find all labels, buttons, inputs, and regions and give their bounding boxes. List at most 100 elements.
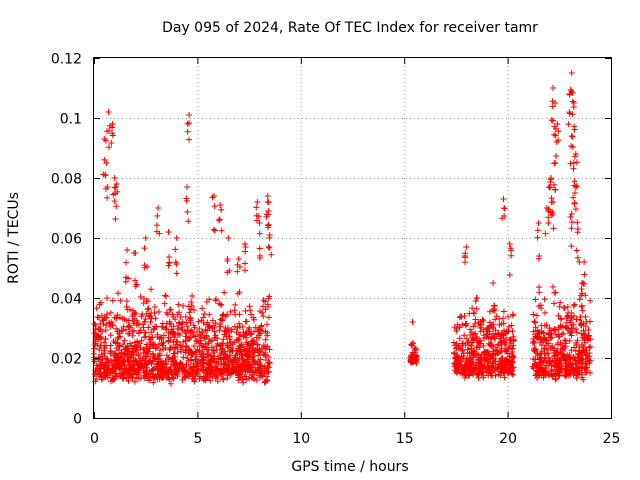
data-point: [166, 376, 173, 383]
data-point: [210, 226, 217, 233]
data-point: [154, 212, 161, 219]
data-point: [488, 323, 495, 330]
data-point: [148, 310, 155, 317]
data-point: [236, 324, 243, 331]
data-point: [184, 327, 191, 334]
data-point: [137, 344, 144, 351]
data-point: [553, 349, 560, 356]
data-point: [264, 377, 271, 384]
data-point: [452, 355, 459, 362]
data-point: [109, 124, 116, 131]
data-point: [543, 350, 550, 357]
data-point: [532, 348, 539, 355]
data-point: [231, 323, 238, 330]
data-point: [181, 328, 188, 335]
data-point: [102, 342, 109, 349]
data-point: [98, 312, 105, 319]
data-point: [568, 347, 575, 354]
data-point: [255, 352, 262, 359]
data-point: [571, 153, 578, 160]
data-point: [490, 330, 497, 337]
data-point: [184, 323, 191, 330]
x-tick-labels: 0 5 10 15 20 25: [90, 431, 620, 447]
data-point: [234, 268, 241, 275]
data-point: [247, 307, 254, 314]
data-point: [189, 352, 196, 359]
data-point: [137, 364, 144, 371]
data-point: [191, 343, 198, 350]
data-point: [490, 280, 497, 286]
data-point: [226, 348, 233, 355]
data-point: [232, 352, 239, 359]
data-point: [541, 334, 548, 341]
data-point: [128, 342, 135, 349]
data-point: [505, 367, 512, 374]
data-point: [218, 372, 225, 379]
data-point: [117, 297, 124, 304]
data-point: [134, 338, 141, 345]
data-point: [254, 199, 261, 205]
data-point: [557, 315, 564, 322]
data-point: [552, 371, 559, 378]
data-point: [536, 289, 543, 296]
data-point: [572, 151, 579, 157]
data-point: [494, 342, 501, 349]
data-point: [184, 128, 191, 135]
data-point: [163, 360, 170, 367]
data-point: [162, 292, 169, 299]
data-point: [581, 259, 588, 265]
data-point: [502, 339, 509, 346]
data-point: [217, 202, 224, 208]
data-point: [457, 313, 464, 320]
data-point: [158, 335, 165, 342]
data-point: [577, 317, 584, 324]
data-point: [168, 369, 175, 376]
data-point: [470, 371, 477, 378]
data-point: [184, 184, 191, 190]
data-point: [501, 361, 508, 368]
data-point: [204, 350, 211, 357]
data-point: [114, 335, 121, 342]
data-point: [186, 136, 193, 143]
data-point: [111, 198, 118, 205]
data-point: [570, 160, 577, 166]
data-point: [158, 358, 165, 365]
data-point: [101, 347, 108, 354]
data-point: [224, 340, 231, 347]
data-point: [463, 371, 470, 378]
data-point: [235, 256, 242, 262]
data-point: [567, 370, 574, 377]
data-point: [504, 356, 511, 363]
data-point: [536, 284, 543, 291]
data-point: [540, 360, 547, 367]
data-point: [209, 194, 216, 201]
data-point: [175, 365, 182, 372]
data-point: [120, 357, 127, 364]
data-point: [265, 295, 272, 302]
data-point: [138, 337, 145, 344]
data-point: [204, 369, 211, 376]
data-point: [470, 323, 477, 330]
data-point: [534, 227, 541, 234]
data-point: [133, 374, 140, 381]
data-point: [466, 363, 473, 370]
data-point: [484, 364, 491, 371]
data-point: [224, 257, 231, 264]
data-point: [573, 159, 580, 166]
data-point: [469, 305, 476, 312]
data-point: [473, 305, 480, 312]
data-point: [585, 332, 592, 339]
data-point: [219, 315, 226, 322]
data-point: [109, 132, 116, 139]
data-point: [154, 360, 161, 367]
data-point: [155, 205, 162, 211]
data-point: [190, 332, 197, 339]
data-point: [542, 354, 549, 361]
data-point: [568, 219, 575, 226]
data-point: [205, 340, 212, 347]
data-point: [221, 289, 228, 296]
data-point: [545, 358, 552, 365]
data-point: [489, 348, 496, 355]
data-point: [257, 347, 264, 354]
data-point: [450, 339, 457, 346]
